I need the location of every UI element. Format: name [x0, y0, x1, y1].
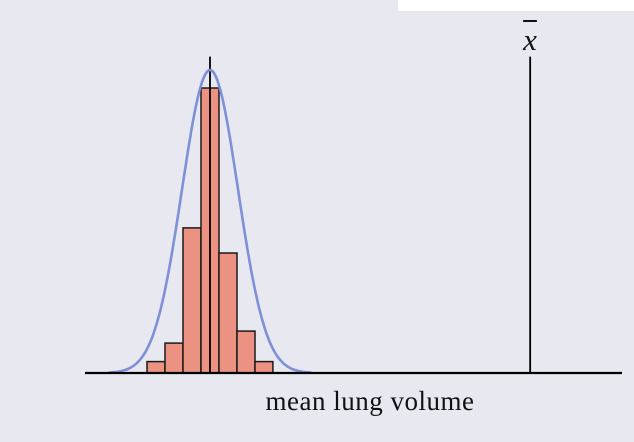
histogram-bar — [182, 227, 202, 374]
histogram-bar — [236, 330, 256, 374]
histogram-bar — [164, 342, 184, 374]
histogram-bar — [254, 360, 274, 374]
normal-curve — [108, 68, 312, 374]
histogram-bar — [146, 360, 166, 374]
x-axis-label: mean lung volume — [265, 386, 475, 416]
white-strip — [398, 0, 634, 11]
xbar-label-text: x — [523, 22, 537, 57]
histogram-bar — [218, 252, 238, 374]
xbar-label: x — [510, 22, 550, 58]
